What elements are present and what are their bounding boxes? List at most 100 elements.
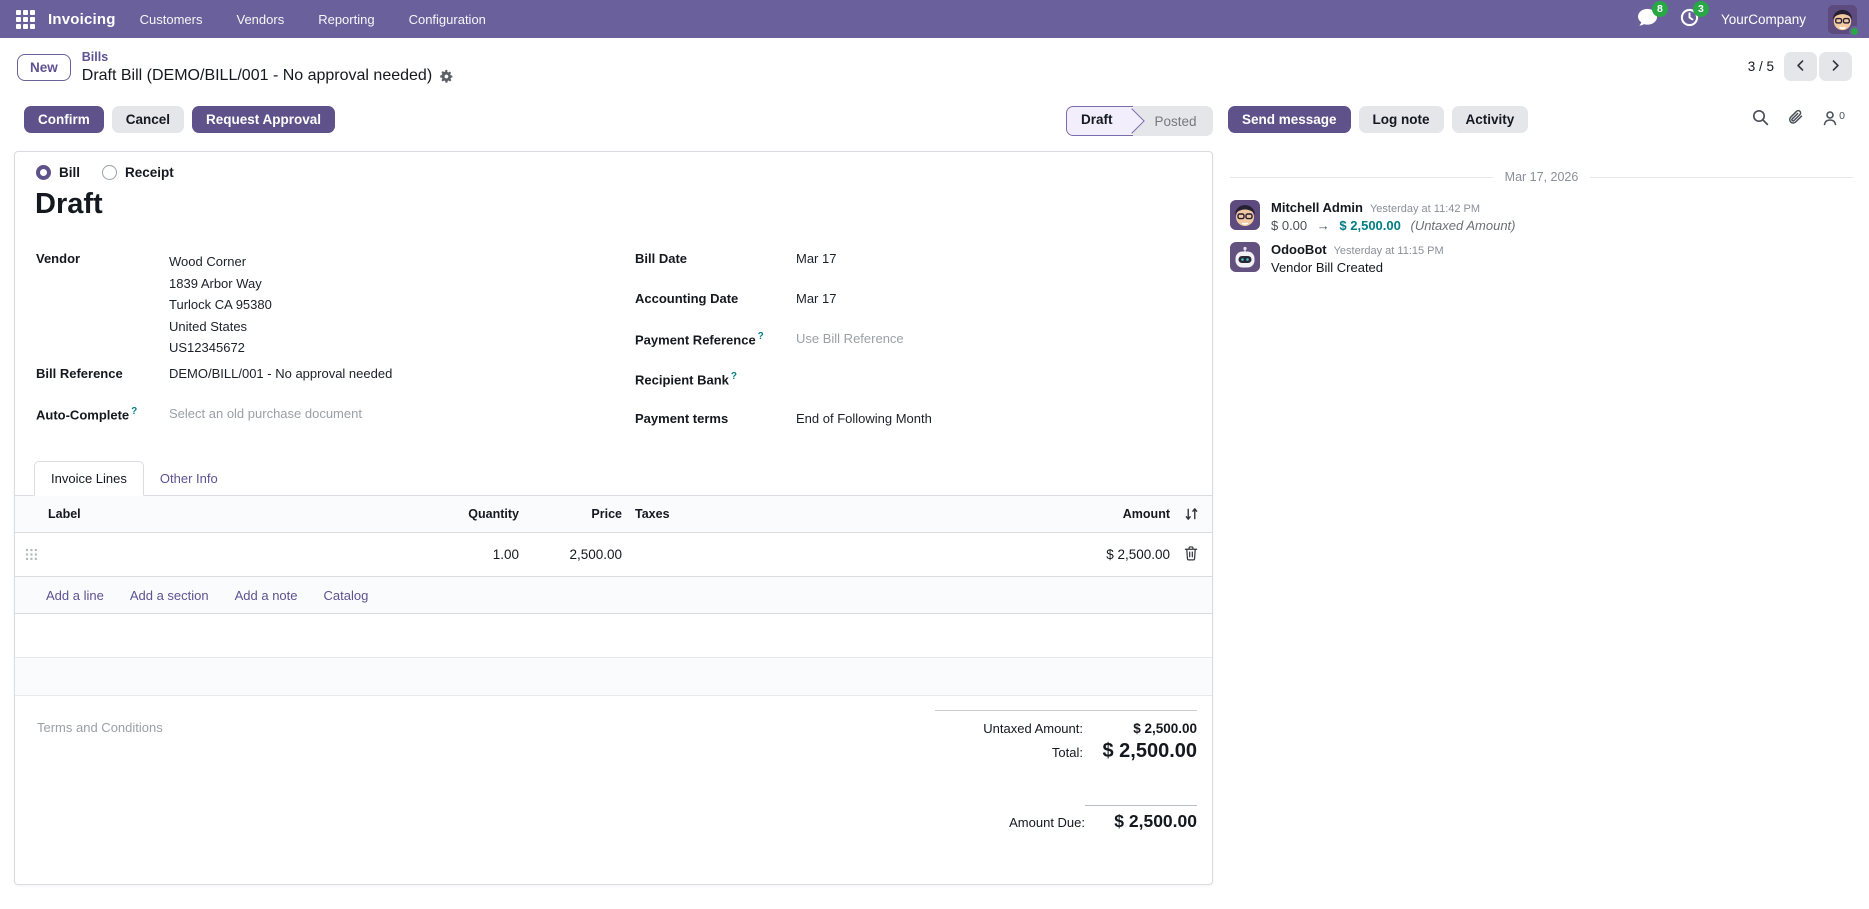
control-panel: New Bills Draft Bill (DEMO/BILL/001 - No… (0, 38, 1869, 98)
user-avatar[interactable] (1828, 4, 1860, 37)
vendor-label: Vendor (36, 251, 81, 266)
chatter-message: OdooBot Yesterday at 11:15 PM Vendor Bil… (1230, 242, 1853, 275)
catalog-link[interactable]: Catalog (323, 587, 369, 603)
activities-badge: 3 (1692, 1, 1709, 17)
add-a-note-link[interactable]: Add a note (234, 587, 298, 603)
new-value: $ 2,500.00 (1339, 218, 1401, 233)
vendor-address-line: Turlock CA 95380 (169, 297, 272, 312)
avatar-odoobot[interactable] (1230, 242, 1260, 272)
total-label: Total: (1051, 745, 1083, 760)
delete-line-button[interactable] (1170, 545, 1212, 564)
message-body: Vendor Bill Created (1271, 260, 1384, 275)
activity-button[interactable]: Activity (1451, 106, 1529, 133)
bill-date-label: Bill Date (635, 251, 688, 266)
avatar-mitchell-admin[interactable] (1230, 200, 1260, 230)
payment-reference-field[interactable]: Use Bill Reference (796, 331, 904, 346)
attachments-button[interactable] (1787, 109, 1804, 129)
statusbar: Draft Posted (1066, 106, 1213, 136)
payment-terms-field[interactable]: End of Following Month (796, 411, 932, 426)
menu-reporting[interactable]: Reporting (318, 11, 375, 27)
paperclip-icon (1787, 109, 1804, 129)
search-messages-button[interactable] (1752, 109, 1769, 129)
tab-bar: Invoice Lines Other Info (15, 460, 1212, 496)
pager-next-button[interactable] (1819, 52, 1852, 81)
radio-option-bill[interactable]: Bill (36, 165, 80, 180)
radio-unselected-icon (102, 165, 118, 180)
online-status-dot (1849, 25, 1860, 37)
bill-date-field[interactable]: Mar 17 (796, 251, 837, 266)
column-header-label[interactable]: Label (48, 507, 81, 521)
request-approval-button[interactable]: Request Approval (192, 106, 336, 133)
menu-vendors[interactable]: Vendors (236, 11, 285, 27)
activity-clock-icon (1680, 8, 1699, 30)
help-icon[interactable]: ? (730, 371, 738, 382)
status-posted[interactable]: Posted (1154, 113, 1197, 129)
vendor-address-line: 1839 Arbor Way (169, 275, 262, 291)
help-icon[interactable]: ? (131, 406, 138, 417)
pager-counter[interactable]: 3 / 5 (1747, 59, 1774, 74)
log-note-button[interactable]: Log note (1358, 106, 1444, 133)
status-draft[interactable]: Draft (1066, 106, 1133, 136)
cancel-button[interactable]: Cancel (111, 106, 185, 133)
column-header-amount[interactable]: Amount (1122, 507, 1170, 521)
followers-button[interactable]: 0 (1822, 110, 1845, 129)
message-author: Mitchell Admin (1271, 200, 1363, 215)
column-header-price[interactable]: Price (591, 507, 622, 521)
accounting-date-field[interactable]: Mar 17 (796, 291, 837, 306)
radio-option-receipt[interactable]: Receipt (102, 165, 174, 180)
recipient-bank-label: Recipient Bank? (635, 371, 738, 388)
column-header-taxes[interactable]: Taxes (635, 507, 670, 521)
activities-button[interactable]: 3 (1680, 1, 1709, 30)
followers-count: 0 (1839, 109, 1845, 122)
drag-handle-icon[interactable] (15, 549, 48, 560)
company-switcher[interactable]: YourCompany (1720, 11, 1806, 27)
menu-customers[interactable]: Customers (139, 11, 203, 27)
apps-grid-icon[interactable] (12, 6, 38, 32)
pager-previous-button[interactable] (1784, 52, 1817, 81)
bill-form-sheet: Bill Receipt Draft Vendor Wood Corner 18… (14, 151, 1213, 885)
chatter-message: Mitchell Admin Yesterday at 11:42 PM $ 0… (1230, 200, 1853, 233)
confirm-button[interactable]: Confirm (24, 106, 104, 133)
column-header-quantity[interactable]: Quantity (468, 507, 519, 521)
send-message-button[interactable]: Send message (1228, 106, 1351, 133)
line-price-cell[interactable]: 2,500.00 (569, 547, 622, 562)
gear-icon[interactable] (439, 69, 454, 84)
radio-selected-icon (36, 165, 51, 180)
messages-button[interactable]: 8 (1637, 1, 1668, 30)
amount-due-value: $ 2,500.00 (1085, 805, 1197, 832)
line-quantity-cell[interactable]: 1.00 (492, 547, 519, 562)
invoice-line-row[interactable]: 1.00 2,500.00 $ 2,500.00 (15, 533, 1212, 577)
new-button[interactable]: New (17, 54, 71, 82)
chevron-left-icon (1794, 59, 1807, 75)
breadcrumb-bills-link[interactable]: Bills (81, 50, 109, 64)
vendor-field[interactable]: Wood Corner 1839 Arbor Way Turlock CA 95… (169, 248, 272, 359)
total-value: $ 2,500.00 (1102, 740, 1197, 762)
table-header-row: Label Quantity Price Taxes Amount (15, 496, 1212, 533)
auto-complete-label: Auto-Complete? (36, 406, 138, 423)
add-a-section-link[interactable]: Add a section (129, 587, 209, 603)
chatter-panel: Mar 17, 2026 Mitchell Admin Yesterday at… (1230, 170, 1853, 275)
empty-table-row (15, 658, 1212, 696)
vendor-name[interactable]: Wood Corner (169, 254, 247, 269)
menu-configuration[interactable]: Configuration (408, 11, 486, 27)
tab-invoice-lines[interactable]: Invoice Lines (34, 461, 144, 496)
page-title: Draft Bill (DEMO/BILL/001 - No approval … (81, 66, 433, 84)
vendor-address-line: United States (169, 318, 248, 334)
invoice-lines-table: Label Quantity Price Taxes Amount (15, 496, 1212, 696)
bill-reference-field[interactable]: DEMO/BILL/001 - No approval needed (169, 366, 393, 381)
auto-complete-field[interactable]: Select an old purchase document (169, 406, 362, 421)
add-a-line-link[interactable]: Add a line (46, 587, 104, 603)
terms-and-conditions-field[interactable]: Terms and Conditions (37, 720, 163, 735)
payment-terms-label: Payment terms (635, 411, 729, 426)
notebook: Invoice Lines Other Info Label Quantity … (15, 460, 1212, 696)
message-author: OdooBot (1271, 242, 1327, 257)
person-icon (1822, 110, 1838, 129)
help-icon[interactable]: ? (757, 331, 764, 342)
tab-other-info[interactable]: Other Info (159, 471, 218, 486)
line-amount-cell[interactable]: $ 2,500.00 (1106, 547, 1170, 562)
accounting-date-label: Accounting Date (635, 291, 739, 306)
payment-reference-label: Payment Reference? (635, 331, 764, 348)
status-action-row: Confirm Cancel Request Approval Draft Po… (0, 106, 1869, 140)
app-name[interactable]: Invoicing (48, 10, 116, 28)
optional-columns-icon[interactable] (1170, 507, 1212, 521)
